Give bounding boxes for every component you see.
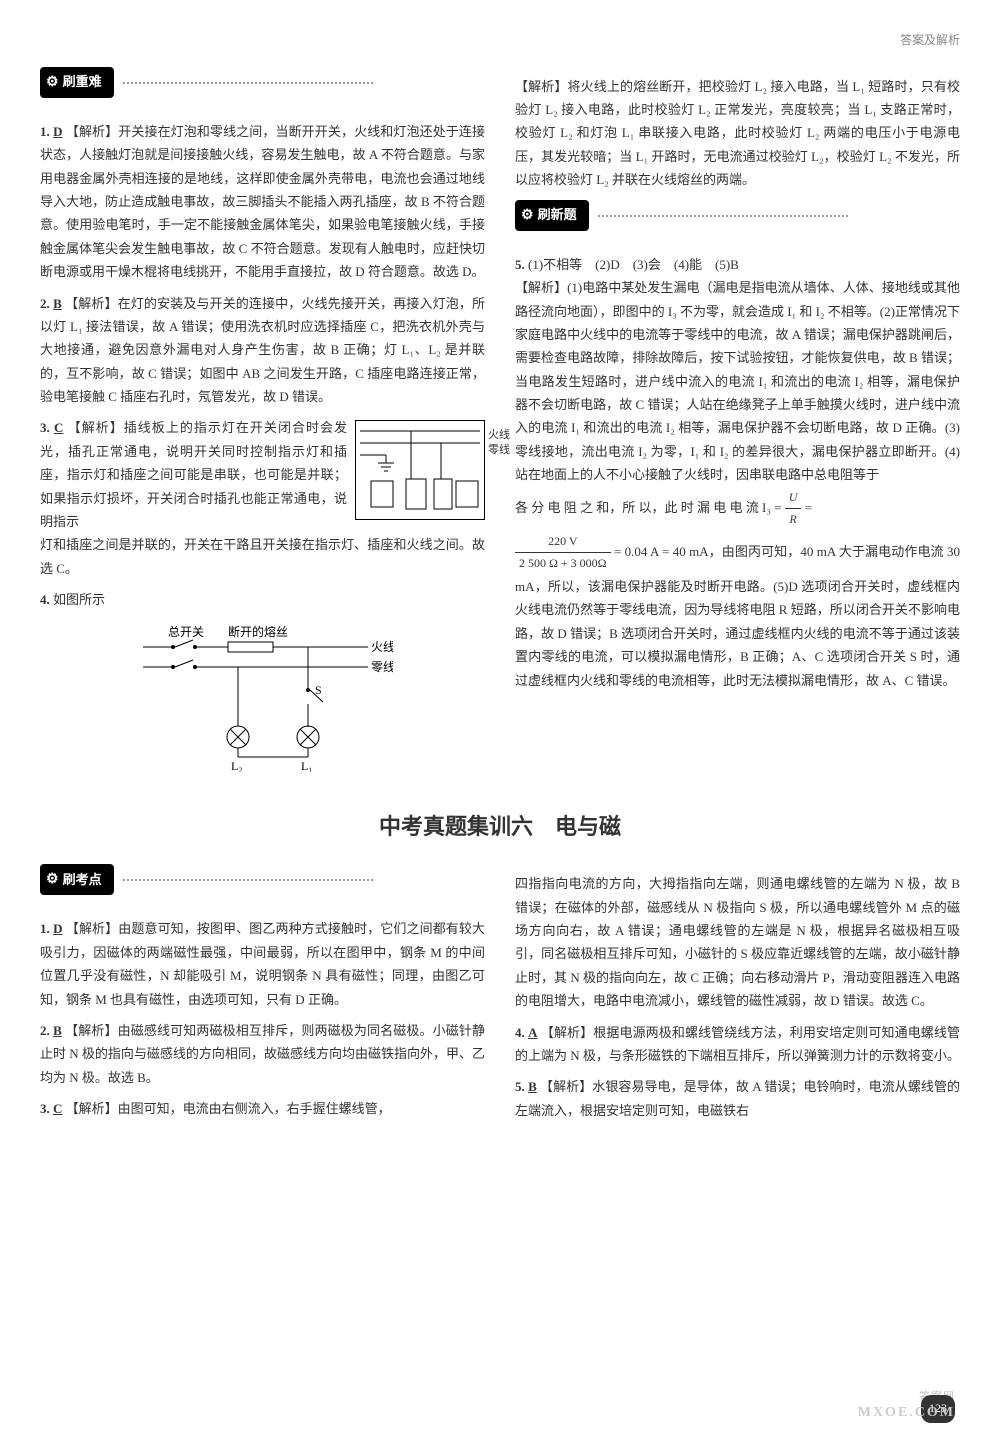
q5-ans: (1)不相等 (2)D (3)会 (4)能 (5)B <box>528 257 739 272</box>
upper-q3: 3. C 火线 零线 <box>40 416 485 580</box>
circuit-s: S <box>315 683 322 697</box>
lq5-text: 【解析】水银容易导电，是导体，故 A 错误；电铃响时，电流从螺线管的左端流入，根… <box>515 1079 960 1117</box>
q4-text: 如图所示 <box>53 592 105 607</box>
upper-q2: 2. B 【解析】在灯的安装及与开关的连接中，火线先接开关，再接入灯泡，所以灯 … <box>40 292 485 409</box>
q1-num: 1. <box>40 124 50 139</box>
badge-row: ⚙ 刷重难 <box>40 67 485 108</box>
lower-q2: 2. B 【解析】由磁感线可知两磁极相互排斥，则两磁极为同名磁极。小磁针静止时 … <box>40 1019 485 1089</box>
q5-eq2-row: 220 V 2 500 Ω + 3 000Ω = 0.04 A = 40 mA，… <box>515 531 960 692</box>
gear-icon-2: ⚙ <box>521 203 534 228</box>
q2-num: 2. <box>40 296 50 311</box>
q1-text: 【解析】开关接在灯泡和零线之间，当断开开关，火线和灯泡还处于连接状态，人接触灯泡… <box>40 124 485 279</box>
q2-ans: B <box>53 296 62 311</box>
gear-icon-3: ⚙ <box>46 867 59 892</box>
q3-text2: 灯和插座之间是并联的，开关在干路且开关接在指示灯、插座和火线之间。故选 C。 <box>40 537 485 575</box>
lq1-text: 【解析】由题意可知，按图甲、图乙两种方式接触时，它们之间都有较大吸引力，因磁体的… <box>40 921 485 1006</box>
lower-q5: 5. B 【解析】水银容易导电，是导体，故 A 错误；电铃响时，电流从螺线管的左… <box>515 1075 960 1122</box>
lq3-num: 3. <box>40 1101 50 1116</box>
socket-diagram-svg <box>356 421 484 519</box>
lower-q3: 3. C 【解析】由图可知，电流由右侧流入，右手握住螺线管， <box>40 1097 485 1120</box>
gear-icon: ⚙ <box>46 70 59 95</box>
lq4-text: 【解析】根据电源两极和螺线管绕线方法，利用安培定则可知通电螺线管的上端为 N 极… <box>515 1025 960 1063</box>
q2-text: 【解析】在灯的安装及与开关的连接中，火线先接开关，再接入灯泡，所以灯 L₁ 接法… <box>40 296 485 405</box>
lower-q1: 1. D 【解析】由题意可知，按图甲、图乙两种方式接触时，它们之间都有较大吸引力… <box>40 917 485 1011</box>
lq1-ans: D <box>53 921 62 936</box>
chapter-title: 中考真题集训六 电与磁 <box>40 807 960 847</box>
eq1-frac: U R <box>785 487 802 531</box>
eq2-den: 2 500 Ω + 3 000Ω <box>515 553 611 575</box>
upper-columns: ⚙ 刷重难 1. D 【解析】开关接在灯泡和零线之间，当断开开关，火线和灯泡还处… <box>40 67 960 782</box>
watermark-bottom: MXOE.COM <box>858 1400 955 1425</box>
q4-num: 4. <box>40 592 50 607</box>
q3-ans: C <box>54 420 63 435</box>
badge-xinti: ⚙ 刷新题 <box>515 200 589 231</box>
upper-left-col: ⚙ 刷重难 1. D 【解析】开关接在灯泡和零线之间，当断开开关，火线和灯泡还处… <box>40 67 485 782</box>
lq3-ans: C <box>53 1101 62 1116</box>
upper-q1: 1. D 【解析】开关接在灯泡和零线之间，当断开开关，火线和灯泡还处于连接状态，… <box>40 120 485 284</box>
badge-zhongnan: ⚙ 刷重难 <box>40 67 114 98</box>
lq3-text: 【解析】由图可知，电流由右侧流入，右手握住螺线管， <box>66 1101 391 1116</box>
q5-num: 5. <box>515 257 525 272</box>
eq2-frac: 220 V 2 500 Ω + 3 000Ω <box>515 531 611 575</box>
dotted-line <box>123 82 373 84</box>
q3-diagram: 火线 零线 <box>355 420 485 520</box>
badge-label-kaodian: 刷考点 <box>63 868 102 891</box>
lq1-num: 1. <box>40 921 50 936</box>
eq1-den: R <box>785 509 802 531</box>
q3-text1: 【解析】插线板上的指示灯在开关闭合时会发光，插孔正常通电，说明开关同时控制指示灯… <box>40 420 347 529</box>
circuit-zero: 零线 <box>371 660 393 674</box>
lq5-ans: B <box>528 1079 537 1094</box>
eq1-right: = <box>805 500 812 515</box>
dotted-line-2 <box>598 215 848 217</box>
dotted-line-3 <box>123 879 373 881</box>
badge-label: 刷重难 <box>63 70 102 93</box>
q1-ans: D <box>53 124 62 139</box>
upper-q5: 5. (1)不相等 (2)D (3)会 (4)能 (5)B 【解析】(1)电路中… <box>515 253 960 692</box>
q5-eq1: 各 分 电 阻 之 和，所 以，此 时 漏 电 电 流 I₃ = U R = <box>515 487 960 531</box>
lq2-ans: B <box>53 1023 62 1038</box>
header-right: 答案及解析 <box>40 30 960 52</box>
lower-columns: ⚙ 刷考点 1. D 【解析】由题意可知，按图甲、图乙两种方式接触时，它们之间都… <box>40 864 960 1130</box>
eq2-num: 220 V <box>515 531 611 554</box>
badge-kaodian: ⚙ 刷考点 <box>40 864 114 895</box>
lower-q4: 4. A 【解析】根据电源两极和螺线管绕线方法，利用安培定则可知通电螺线管的上端… <box>515 1021 960 1068</box>
upper-q4: 4. 如图所示 总开关 断开的熔丝 火线 <box>40 588 485 771</box>
lq4-num: 4. <box>515 1025 525 1040</box>
upper-right-col: 【解析】将火线上的熔丝断开，把校验灯 L₂ 接入电路，当 L₁ 短路时，只有校验… <box>515 67 960 782</box>
q4-circuit: 总开关 断开的熔丝 火线 <box>133 622 393 772</box>
lq5-num: 5. <box>515 1079 525 1094</box>
lq2-text: 【解析】由磁感线可知两磁极相互排斥，则两磁极为同名磁极。小磁针静止时 N 极的指… <box>40 1023 485 1085</box>
upper-q4-cont: 【解析】将火线上的熔丝断开，把校验灯 L₂ 接入电路，当 L₁ 短路时，只有校验… <box>515 75 960 192</box>
circuit-fire: 火线 <box>371 640 393 654</box>
diag-zero: 零线 <box>488 441 510 461</box>
circuit-l1: L₁ <box>301 759 313 772</box>
eq1-left: 各 分 电 阻 之 和，所 以，此 时 漏 电 电 流 I₃ = <box>515 500 785 515</box>
lq4-ans: A <box>528 1025 537 1040</box>
badge-row-kaodian: ⚙ 刷考点 <box>40 864 485 905</box>
circuit-l2: L₂ <box>231 759 243 772</box>
circuit-svg: 总开关 断开的熔丝 火线 <box>133 622 393 772</box>
lower-right-col: 四指指向电流的方向，大拇指指向左端，则通电螺线管的左端为 N 极，故 B 错误；… <box>515 864 960 1130</box>
badge-row-xinti: ⚙ 刷新题 <box>515 200 960 241</box>
eq1-num: U <box>785 487 802 510</box>
lower-q3-cont: 四指指向电流的方向，大拇指指向左端，则通电螺线管的左端为 N 极，故 B 错误；… <box>515 872 960 1012</box>
q5-text-a: 【解析】(1)电路中某处发生漏电（漏电是指电流从墙体、人体、接地线或其他路径流向… <box>515 276 960 487</box>
lq2-num: 2. <box>40 1023 50 1038</box>
badge-label-xinti: 刷新题 <box>538 203 577 226</box>
lower-left-col: ⚙ 刷考点 1. D 【解析】由题意可知，按图甲、图乙两种方式接触时，它们之间都… <box>40 864 485 1130</box>
circuit-fuse: 断开的熔丝 <box>228 624 288 639</box>
page: 答案及解析 ⚙ 刷重难 1. D 【解析】开关接在灯泡和零线之间，当断开开关，火… <box>0 0 1000 1443</box>
q3-num: 3. <box>40 420 50 435</box>
circuit-main-switch: 总开关 <box>168 625 204 639</box>
